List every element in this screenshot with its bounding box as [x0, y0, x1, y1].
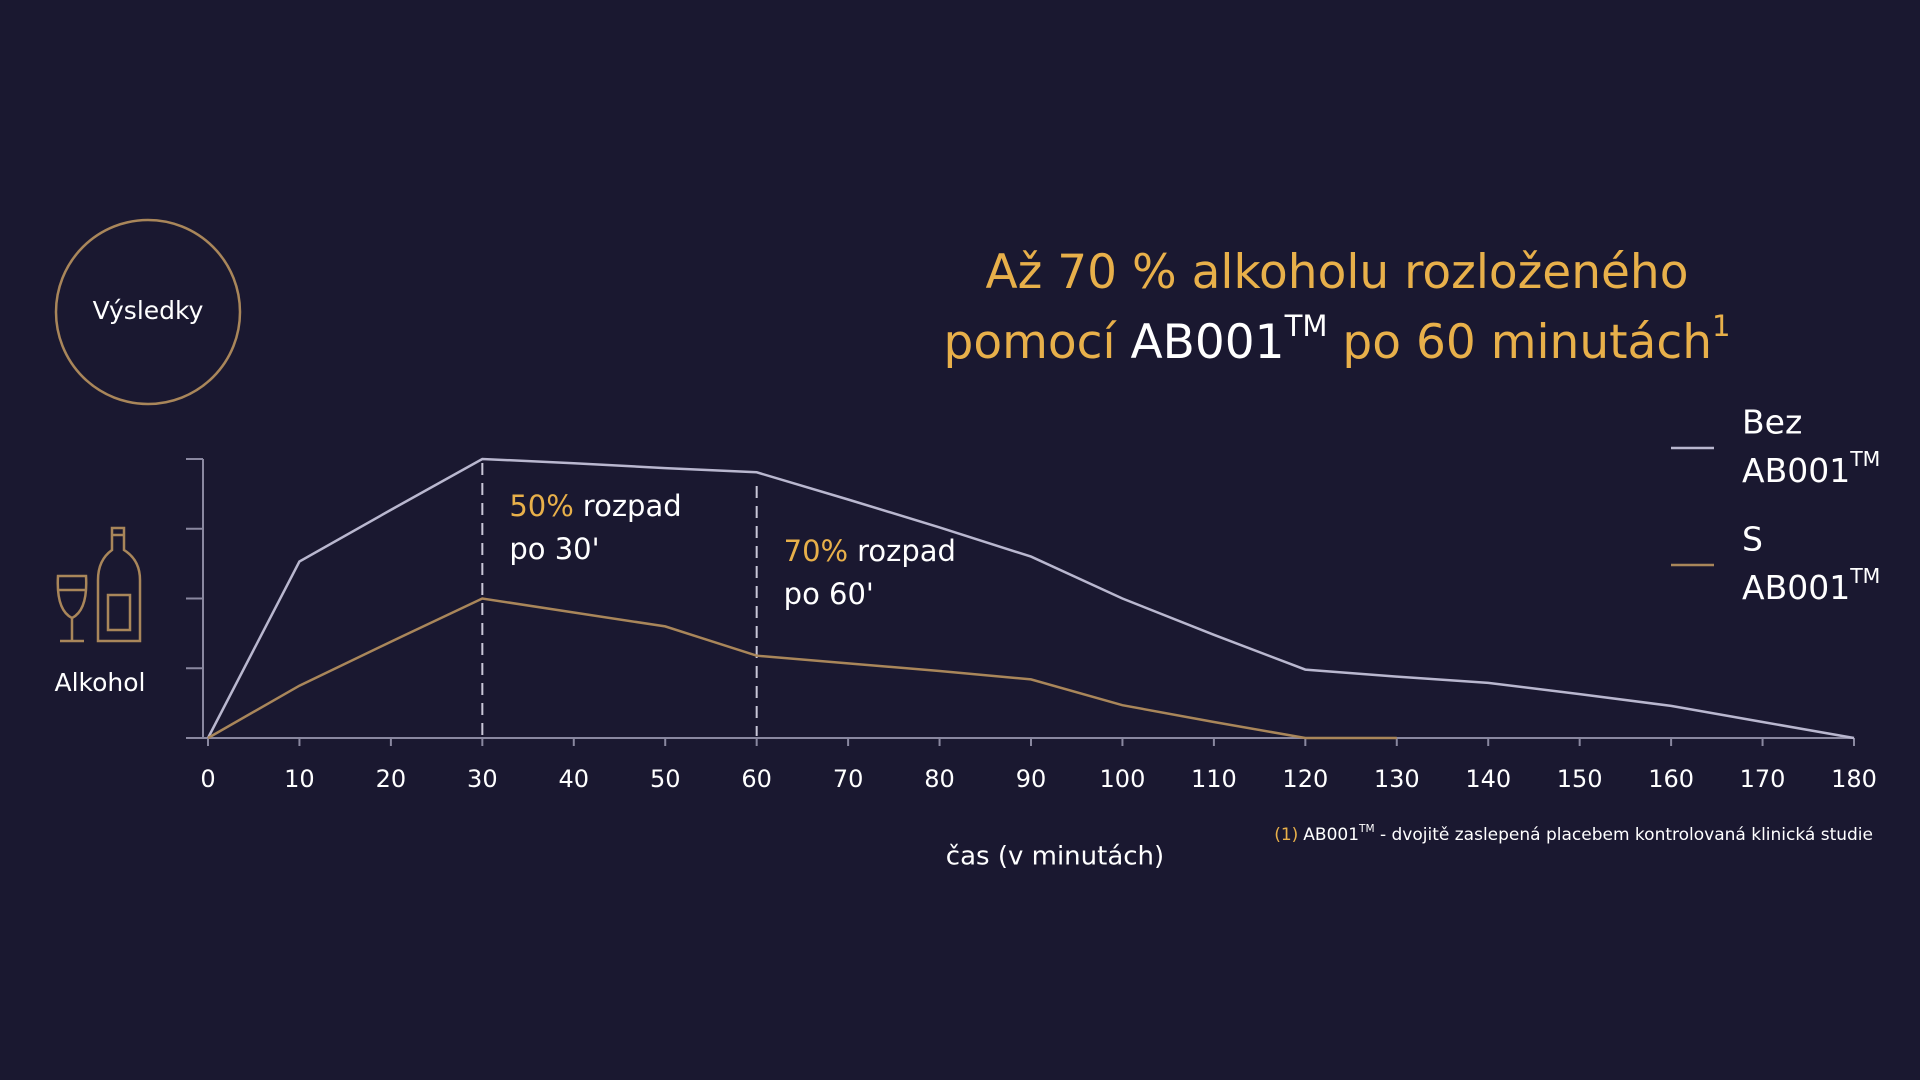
annotation: 50% rozpad [509, 489, 681, 523]
x-tick-label: 150 [1557, 765, 1603, 793]
x-tick-label: 110 [1191, 765, 1237, 793]
annotation-part: 70% [784, 534, 848, 568]
x-tick-label: 160 [1648, 765, 1694, 793]
badge-text: Výsledky [93, 296, 204, 325]
footnote-part: - dvojitě zaslepená placebem kontrolovan… [1375, 825, 1873, 845]
legend-label: AB001TM [1742, 447, 1880, 490]
alcohol-icon [56, 526, 142, 643]
chart-title-part: TM [1284, 309, 1328, 343]
legend-label: Bez [1742, 403, 1802, 442]
x-tick-label: 140 [1465, 765, 1511, 793]
x-tick-label: 50 [650, 765, 681, 793]
x-tick-label: 100 [1100, 765, 1146, 793]
annotation: po 60' [784, 577, 874, 611]
chart-title-part: AB001 [1130, 315, 1284, 370]
chart-title-part: 1 [1712, 309, 1731, 343]
x-tick-label: 10 [284, 765, 315, 793]
footnote-part: AB001 [1303, 825, 1359, 845]
legend-label-part: AB001 [1742, 568, 1850, 607]
footnote-part: (1) [1274, 825, 1298, 845]
x-tick-label: 60 [741, 765, 772, 793]
chart-title-part: Až 70 % alkoholu rozloženého [986, 245, 1689, 300]
x-tick-label: 20 [376, 765, 407, 793]
legend-label-part: TM [1849, 447, 1880, 471]
annotation-part: 50% [509, 489, 573, 523]
x-tick-label: 80 [924, 765, 955, 793]
chart-title: pomocí AB001TM po 60 minutách1 [943, 309, 1730, 370]
x-axis-label: čas (v minutách) [946, 842, 1164, 872]
legend-label-part: TM [1849, 564, 1880, 588]
annotation-part: rozpad [857, 534, 956, 568]
annotation: po 30' [509, 532, 599, 566]
x-tick-label: 30 [467, 765, 498, 793]
legend-label-part: AB001 [1742, 451, 1850, 490]
series-line [206, 457, 1855, 740]
footnote: (1) AB001TM - dvojitě zaslepená placebem … [1274, 823, 1873, 845]
x-tick-label: 130 [1374, 765, 1420, 793]
x-tick-label: 90 [1016, 765, 1047, 793]
legend-label: S [1742, 520, 1763, 559]
x-tick-label: 170 [1740, 765, 1786, 793]
x-tick-label: 180 [1831, 765, 1877, 793]
series-line [207, 597, 1397, 740]
chart-title-part: pomocí [943, 315, 1130, 370]
chart-title-part: po 60 minutách [1327, 315, 1712, 370]
badge-circle [54, 218, 242, 406]
x-tick-label: 70 [833, 765, 864, 793]
x-tick-label: 120 [1282, 765, 1328, 793]
x-tick-label: 40 [559, 765, 590, 793]
y-axis-label: Alkohol [54, 668, 145, 697]
legend-label: AB001TM [1742, 564, 1880, 607]
annotation-part: rozpad [583, 489, 682, 523]
annotation: 70% rozpad [784, 534, 956, 568]
chart-title: Až 70 % alkoholu rozloženého [986, 245, 1689, 300]
x-tick-label: 0 [200, 765, 215, 793]
footnote-part: TM [1358, 823, 1375, 835]
